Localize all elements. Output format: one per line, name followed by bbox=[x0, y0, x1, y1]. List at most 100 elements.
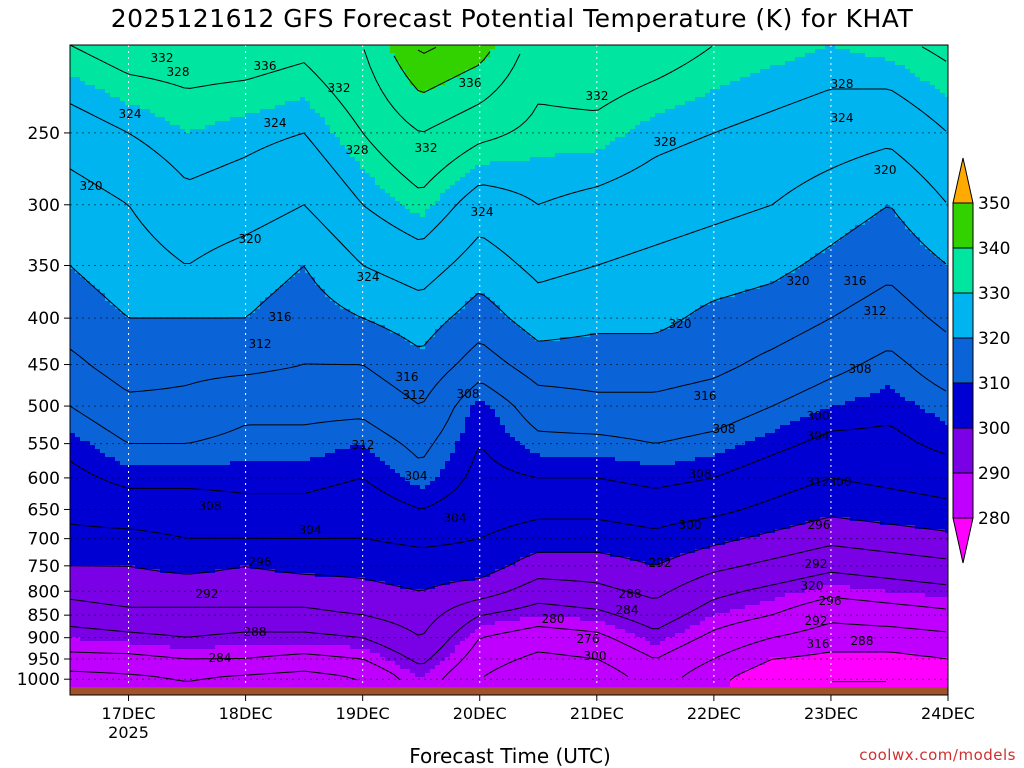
heat-cell bbox=[125, 405, 131, 410]
heat-cell bbox=[100, 589, 106, 594]
heat-cell bbox=[75, 289, 81, 294]
heat-cell bbox=[130, 165, 136, 170]
heat-cell bbox=[80, 649, 86, 654]
heat-cell bbox=[125, 433, 131, 438]
heat-cell bbox=[110, 137, 116, 142]
heat-cell bbox=[180, 637, 186, 642]
heat-cell bbox=[115, 517, 121, 522]
heat-cell bbox=[75, 261, 81, 266]
heat-cell bbox=[115, 333, 121, 338]
heat-cell bbox=[85, 393, 91, 398]
heat-cell bbox=[100, 545, 106, 550]
heat-cell bbox=[170, 345, 176, 350]
heat-cell bbox=[155, 417, 161, 422]
heat-cell bbox=[215, 309, 221, 314]
heat-cell bbox=[140, 541, 146, 546]
heat-cell bbox=[180, 621, 186, 626]
heat-cell bbox=[125, 385, 131, 390]
heat-cell bbox=[120, 337, 126, 342]
heat-cell bbox=[170, 349, 176, 354]
heat-cell bbox=[140, 269, 146, 274]
heat-cell bbox=[135, 253, 141, 258]
heat-cell bbox=[130, 557, 136, 562]
heat-cell bbox=[85, 669, 91, 674]
heat-cell bbox=[130, 273, 136, 278]
heat-cell bbox=[100, 509, 106, 514]
heat-cell bbox=[170, 585, 176, 590]
heat-cell bbox=[110, 201, 116, 206]
heat-cell bbox=[175, 613, 181, 618]
heat-cell bbox=[90, 617, 96, 622]
heat-cell bbox=[210, 597, 216, 602]
heat-cell bbox=[180, 525, 186, 530]
heat-cell bbox=[205, 513, 211, 518]
heat-cell bbox=[180, 153, 186, 158]
heat-cell bbox=[135, 293, 141, 298]
heat-cell bbox=[140, 329, 146, 334]
heat-cell bbox=[115, 141, 121, 146]
heat-cell bbox=[75, 649, 81, 654]
heat-cell bbox=[135, 265, 141, 270]
heat-cell bbox=[150, 601, 156, 606]
heat-cell bbox=[170, 45, 176, 50]
heat-cell bbox=[165, 433, 171, 438]
heat-cell bbox=[115, 297, 121, 302]
heat-cell bbox=[170, 373, 176, 378]
heat-cell bbox=[70, 93, 76, 98]
heat-cell bbox=[195, 241, 201, 246]
heat-cell bbox=[170, 637, 176, 642]
heat-cell bbox=[160, 81, 166, 86]
heat-cell bbox=[140, 193, 146, 198]
heat-cell bbox=[95, 197, 101, 202]
heat-cell bbox=[200, 549, 206, 554]
heat-cell bbox=[150, 145, 156, 150]
heat-cell bbox=[185, 493, 191, 498]
heat-cell bbox=[145, 369, 151, 374]
heat-cell bbox=[100, 581, 106, 586]
heat-cell bbox=[85, 281, 91, 286]
heat-cell bbox=[165, 149, 171, 154]
heat-cell bbox=[85, 405, 91, 410]
heat-cell bbox=[105, 481, 111, 486]
heat-cell bbox=[160, 625, 166, 630]
heat-cell bbox=[70, 125, 76, 130]
heat-cell bbox=[145, 569, 151, 574]
heat-cell bbox=[130, 625, 136, 630]
heat-cell bbox=[170, 237, 176, 242]
heat-cell bbox=[125, 105, 131, 110]
heat-cell bbox=[205, 285, 211, 290]
heat-cell bbox=[155, 521, 161, 526]
heat-cell bbox=[190, 189, 196, 194]
heat-cell bbox=[160, 137, 166, 142]
heat-cell bbox=[215, 189, 221, 194]
heat-cell bbox=[115, 389, 121, 394]
heat-cell bbox=[90, 401, 96, 406]
heat-cell bbox=[100, 77, 106, 82]
heat-cell bbox=[155, 281, 161, 286]
heat-cell bbox=[195, 141, 201, 146]
heat-cell bbox=[125, 421, 131, 426]
heat-cell bbox=[180, 317, 186, 322]
heat-cell bbox=[105, 317, 111, 322]
heat-cell bbox=[220, 577, 226, 582]
heat-cell bbox=[220, 93, 226, 98]
heat-cell bbox=[100, 265, 106, 270]
heat-cell bbox=[215, 109, 221, 114]
heat-cell bbox=[150, 681, 156, 686]
heat-cell bbox=[110, 157, 116, 162]
heat-cell bbox=[210, 661, 216, 666]
heat-cell bbox=[210, 641, 216, 646]
heat-cell bbox=[80, 617, 86, 622]
heat-cell bbox=[185, 625, 191, 630]
heat-cell bbox=[210, 121, 216, 126]
heat-cell bbox=[175, 617, 181, 622]
heat-cell bbox=[195, 445, 201, 450]
heat-cell bbox=[165, 49, 171, 54]
heat-cell bbox=[105, 337, 111, 342]
heat-cell bbox=[210, 317, 216, 322]
heat-cell bbox=[205, 309, 211, 314]
heat-cell bbox=[150, 365, 156, 370]
heat-cell bbox=[195, 661, 201, 666]
heat-cell bbox=[95, 61, 101, 66]
heat-cell bbox=[160, 453, 166, 458]
